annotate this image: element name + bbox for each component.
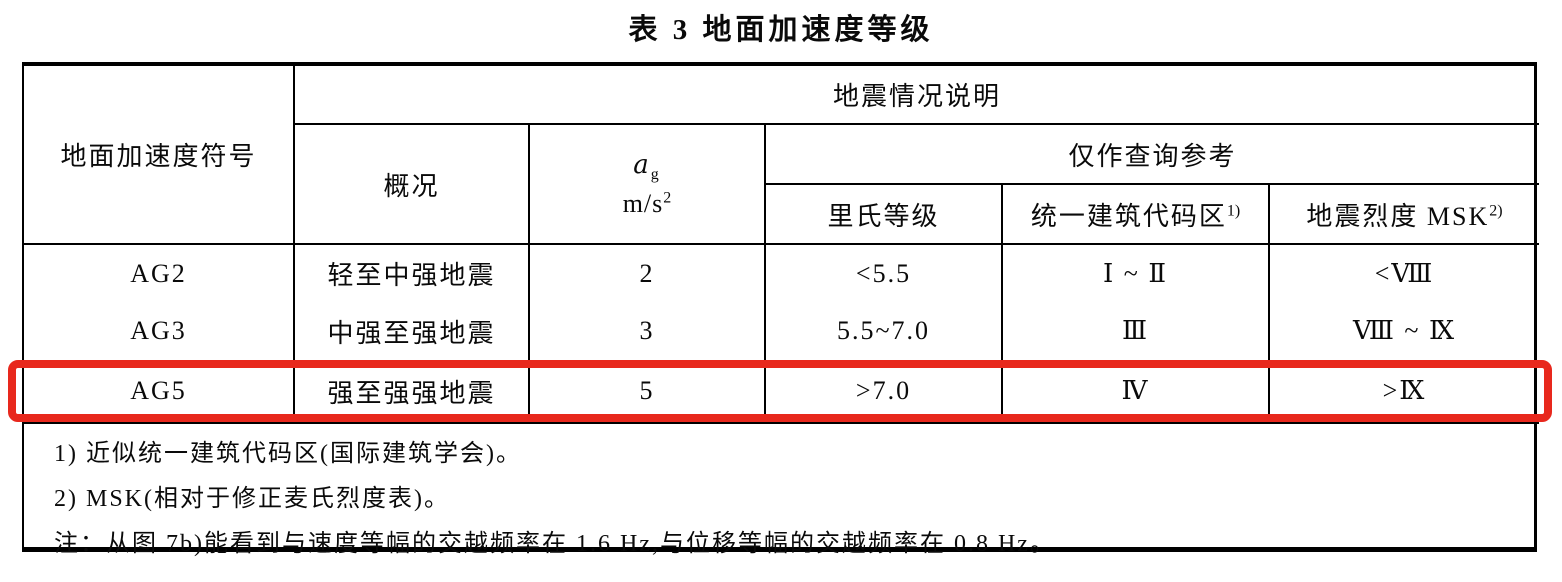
cell-symbol: AG3: [24, 302, 295, 360]
header-reference-group: 仅作查询参考: [765, 124, 1540, 185]
table-row-ag2: AG2 轻至中强地震 2 <5.5 Ⅰ ~ Ⅱ <Ⅷ: [24, 244, 1539, 302]
ag-symbol: ag: [633, 150, 661, 184]
table-row-ag3: AG3 中强至强地震 3 5.5~7.0 Ⅲ Ⅷ ~ Ⅸ: [24, 302, 1539, 360]
table-grid: 地面加速度符号 地震情况说明 概况 ag m/s2 仅作查询参考 里氏等级 统一…: [24, 66, 1540, 567]
cell-symbol: AG2: [24, 244, 295, 302]
cell-richter: >7.0: [765, 360, 1003, 423]
cell-richter: 5.5~7.0: [765, 302, 1003, 360]
header-symbol-col: 地面加速度符号: [24, 66, 295, 245]
header-ubc: 统一建筑代码区1): [1002, 184, 1270, 245]
ag-unit: m/s2: [622, 188, 672, 218]
cell-overview: 强至强强地震: [294, 360, 530, 423]
cell-ubc: Ⅲ: [1002, 302, 1270, 360]
header-situation-group: 地震情况说明: [294, 66, 1540, 125]
cell-msk: Ⅷ ~ Ⅸ: [1352, 316, 1457, 345]
header-row-2: 概况 ag m/s2 仅作查询参考: [24, 124, 1540, 245]
cell-symbol: AG5: [24, 360, 295, 423]
header-row-3: 里氏等级 统一建筑代码区1) 地震烈度 MSK2): [24, 184, 1540, 245]
cell-overview: 中强至强地震: [294, 302, 530, 360]
cell-ag: 2: [529, 244, 766, 302]
cell-msk: >Ⅸ: [1382, 376, 1427, 405]
header-row-1: 地面加速度符号 地震情况说明: [24, 66, 1540, 245]
footnote-marker-2: 2): [1489, 201, 1503, 219]
cell-ubc: Ⅳ: [1002, 360, 1270, 423]
header-ag-unit: ag m/s2: [529, 124, 766, 245]
header-msk: 地震烈度 MSK2): [1269, 184, 1540, 245]
cell-ag: 3: [529, 302, 766, 360]
table-title: 表 3 地面加速度等级: [628, 14, 934, 46]
footnote-1: 1) 近似统一建筑代码区(国际建筑学会)。: [54, 441, 522, 467]
footnote-2: 2) MSK(相对于修正麦氏烈度表)。: [54, 486, 450, 512]
footnote-marker-1: 1): [1226, 201, 1241, 219]
cell-ubc: Ⅰ ~ Ⅱ: [1002, 244, 1270, 302]
cell-ag: 5: [529, 360, 766, 423]
header-richter: 里氏等级: [765, 184, 1003, 245]
header-overview: 概况: [294, 124, 530, 245]
table-note: 注：从图 7b)能看到与速度等幅的交越频率在 1.6 Hz,与位移等幅的交越频率…: [54, 531, 1056, 557]
table-row-ag5: AG5 强至强强地震 5 >7.0 Ⅳ >Ⅸ: [24, 360, 1539, 423]
cell-overview: 轻至中强地震: [294, 244, 530, 302]
acceleration-table: 地面加速度符号 地震情况说明 概况 ag m/s2 仅作查询参考 里氏等级 统一…: [22, 62, 1540, 567]
footnotes: 1) 近似统一建筑代码区(国际建筑学会)。 2) MSK(相对于修正麦氏烈度表)…: [24, 422, 1540, 567]
cell-richter: <5.5: [765, 244, 1003, 302]
footnote-row: 1) 近似统一建筑代码区(国际建筑学会)。 2) MSK(相对于修正麦氏烈度表)…: [24, 422, 1540, 567]
cell-msk: <Ⅷ: [1374, 258, 1435, 288]
